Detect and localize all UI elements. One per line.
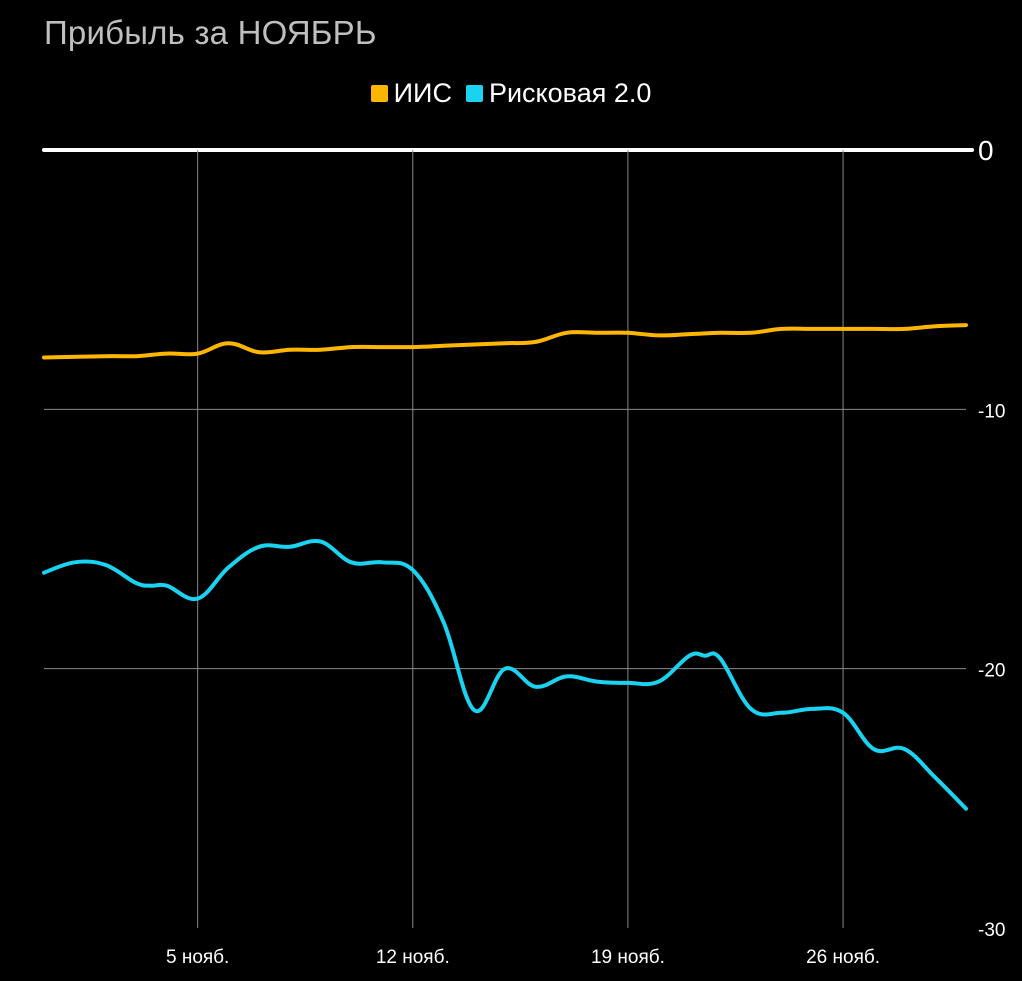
x-tick-label: 19 нояб. xyxy=(591,947,665,968)
legend-swatch-iis-icon xyxy=(370,85,388,102)
legend-label-iis: ИИС xyxy=(393,78,452,108)
series-lines xyxy=(42,323,968,811)
series-line-iis xyxy=(42,323,968,360)
legend-item-risk[interactable]: Рисковая 2.0 xyxy=(465,78,652,109)
x-tick-label: 5 нояб. xyxy=(166,947,229,968)
legend-item-iis[interactable]: ИИС xyxy=(370,78,452,109)
y-tick-label: -20 xyxy=(978,661,1005,682)
grid-lines xyxy=(42,148,974,928)
legend-label-risk: Рисковая 2.0 xyxy=(488,78,652,108)
y-tick-label: 0 xyxy=(978,135,994,166)
x-tick-label: 26 нояб. xyxy=(806,947,880,968)
chart-title: Прибыль за НОЯБРЬ xyxy=(44,14,377,51)
x-tick-label: 12 нояб. xyxy=(376,947,450,968)
y-tick-label: -30 xyxy=(978,920,1005,941)
axis-labels: 0 -10 -20 -30 5 нояб. 12 нояб. 19 нояб. 26 нояб… xyxy=(166,135,1005,968)
legend-swatch-risk-icon xyxy=(465,85,483,102)
series-line-risk xyxy=(42,538,968,811)
legend: ИИС Рисковая 2.0 xyxy=(0,78,1022,109)
y-tick-label: -10 xyxy=(978,401,1005,422)
